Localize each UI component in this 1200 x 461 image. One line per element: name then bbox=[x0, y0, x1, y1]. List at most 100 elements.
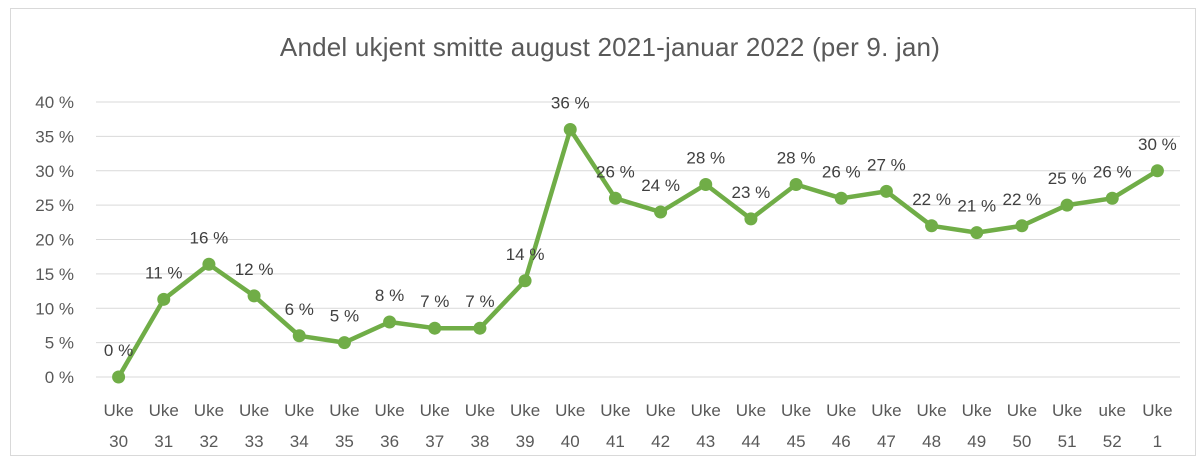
y-tick-label: 20 % bbox=[35, 231, 74, 250]
data-label: 30 % bbox=[1138, 135, 1177, 154]
x-tick-label: 30 bbox=[109, 432, 128, 451]
x-tick-label: Uke bbox=[420, 401, 450, 420]
x-tick-label: 40 bbox=[561, 432, 580, 451]
x-tick-label: 49 bbox=[967, 432, 986, 451]
data-point bbox=[337, 336, 351, 350]
data-point bbox=[1015, 219, 1029, 233]
data-point bbox=[518, 274, 532, 288]
x-tick-label: 51 bbox=[1058, 432, 1077, 451]
y-tick-label: 40 % bbox=[35, 93, 74, 112]
data-label: 28 % bbox=[777, 149, 816, 168]
x-tick-label: 52 bbox=[1103, 432, 1122, 451]
x-tick-label: Uke bbox=[736, 401, 766, 420]
data-label: 24 % bbox=[641, 176, 680, 195]
x-tick-label: Uke bbox=[194, 401, 224, 420]
x-tick-label: Uke bbox=[645, 401, 675, 420]
data-label: 25 % bbox=[1048, 169, 1087, 188]
x-tick-label: Uke bbox=[374, 401, 404, 420]
data-point bbox=[1105, 191, 1119, 205]
x-tick-label: 33 bbox=[245, 432, 264, 451]
data-label: 26 % bbox=[822, 162, 861, 181]
x-tick-label: 41 bbox=[606, 432, 625, 451]
x-tick-label: Uke bbox=[510, 401, 540, 420]
data-label: 23 % bbox=[732, 183, 771, 202]
x-tick-label: Uke bbox=[916, 401, 946, 420]
y-tick-label: 10 % bbox=[35, 299, 74, 318]
y-tick-label: 15 % bbox=[35, 265, 74, 284]
x-tick-label: Uke bbox=[1007, 401, 1037, 420]
data-point bbox=[879, 184, 893, 198]
x-tick-label: Uke bbox=[691, 401, 721, 420]
data-point bbox=[157, 292, 171, 306]
data-point bbox=[834, 191, 848, 205]
data-point bbox=[1060, 198, 1074, 212]
data-point bbox=[473, 321, 487, 335]
data-label: 26 % bbox=[1093, 162, 1132, 181]
x-tick-label: 42 bbox=[651, 432, 670, 451]
data-label: 0 % bbox=[104, 341, 133, 360]
data-label: 11 % bbox=[145, 263, 183, 282]
data-point bbox=[112, 370, 126, 384]
data-label: 22 % bbox=[1003, 190, 1042, 209]
data-point bbox=[428, 321, 442, 335]
data-label: 16 % bbox=[190, 228, 229, 247]
x-tick-label: 50 bbox=[1012, 432, 1031, 451]
x-tick-label: 45 bbox=[787, 432, 806, 451]
data-label: 21 % bbox=[957, 197, 996, 216]
data-point bbox=[789, 178, 803, 191]
data-point bbox=[292, 329, 306, 343]
x-tick-label: Uke bbox=[284, 401, 314, 420]
x-tick-label: 1 bbox=[1153, 432, 1162, 451]
x-tick-label: 38 bbox=[470, 432, 489, 451]
chart-title: Andel ukjent smitte august 2021-januar 2… bbox=[279, 32, 941, 62]
x-tick-label: 36 bbox=[380, 432, 399, 451]
data-label: 5 % bbox=[330, 307, 359, 326]
data-point bbox=[925, 219, 939, 233]
x-tick-label: 43 bbox=[696, 432, 715, 451]
x-tick-label: Uke bbox=[962, 401, 992, 420]
x-tick-label: Uke bbox=[1052, 401, 1082, 420]
data-label: 8 % bbox=[375, 286, 404, 305]
x-tick-label: Uke bbox=[871, 401, 901, 420]
x-tick-label: Uke bbox=[103, 401, 133, 420]
x-tick-label: Uke bbox=[149, 401, 179, 420]
data-point bbox=[744, 212, 758, 226]
x-tick-label: Uke bbox=[329, 401, 359, 420]
data-point bbox=[202, 257, 216, 271]
x-tick-label: Uke bbox=[600, 401, 630, 420]
y-tick-label: 35 % bbox=[35, 127, 74, 146]
data-label: 26 % bbox=[596, 162, 635, 181]
x-tick-label: Uke bbox=[781, 401, 811, 420]
data-label: 7 % bbox=[420, 292, 449, 311]
y-tick-label: 0 % bbox=[45, 368, 74, 387]
data-label: 28 % bbox=[686, 149, 725, 168]
x-tick-label: Uke bbox=[555, 401, 585, 420]
data-label: 22 % bbox=[912, 190, 951, 209]
data-point bbox=[1150, 164, 1164, 178]
x-tick-label: 39 bbox=[516, 432, 535, 451]
x-tick-label: 35 bbox=[335, 432, 354, 451]
x-tick-label: 31 bbox=[154, 432, 173, 451]
data-label: 36 % bbox=[551, 94, 590, 113]
data-point bbox=[383, 315, 397, 329]
x-tick-label: 37 bbox=[425, 432, 444, 451]
data-point bbox=[654, 205, 668, 219]
x-tick-label: Uke bbox=[239, 401, 269, 420]
x-tick-label: 34 bbox=[290, 432, 309, 451]
x-tick-label: Uke bbox=[1142, 401, 1172, 420]
data-label: 12 % bbox=[235, 260, 274, 279]
y-tick-label: 25 % bbox=[35, 196, 74, 215]
data-point bbox=[699, 178, 713, 191]
chart-frame bbox=[10, 8, 1196, 456]
data-label: 14 % bbox=[506, 245, 545, 264]
data-point bbox=[563, 123, 577, 136]
y-tick-label: 30 % bbox=[35, 162, 74, 181]
series-line bbox=[116, 127, 1160, 380]
data-label: 7 % bbox=[465, 292, 494, 311]
x-tick-label: Uke bbox=[826, 401, 856, 420]
x-tick-label: 44 bbox=[741, 432, 760, 451]
x-tick-label: 46 bbox=[832, 432, 851, 451]
data-point bbox=[608, 191, 622, 205]
